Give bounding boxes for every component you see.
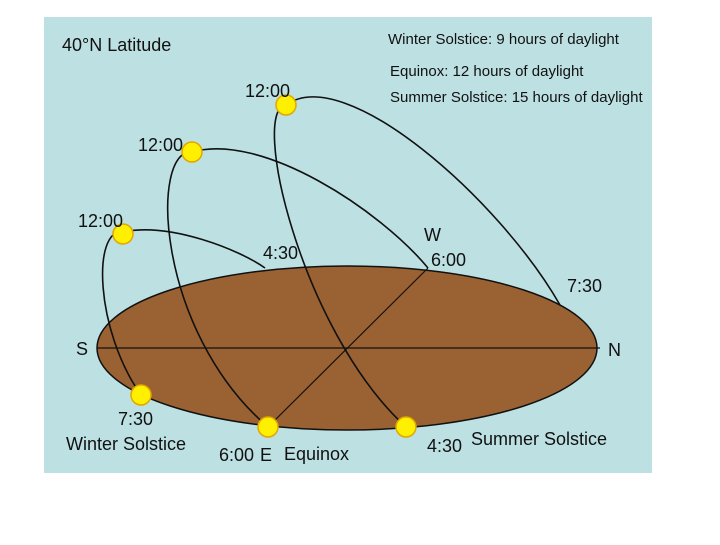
- time-label: 4:30: [427, 436, 462, 456]
- time-label: 6:00: [431, 250, 466, 270]
- sun: [130, 384, 152, 406]
- compass-label: E: [260, 445, 272, 465]
- path-name: Winter Solstice: [66, 434, 186, 454]
- sun: [257, 416, 279, 438]
- time-label: 7:30: [118, 409, 153, 429]
- legend-item: Summer Solstice: 15 hours of daylight: [390, 89, 643, 106]
- time-label: 12:00: [78, 211, 123, 231]
- sun: [112, 223, 134, 245]
- title: 40°N Latitude: [62, 35, 171, 55]
- compass-label: S: [76, 339, 88, 359]
- compass-label: N: [608, 340, 621, 360]
- time-label: 12:00: [245, 81, 290, 101]
- sun: [275, 94, 297, 116]
- path-name: Summer Solstice: [471, 429, 607, 449]
- time-label: 12:00: [138, 135, 183, 155]
- legend-item: Equinox: 12 hours of daylight: [390, 63, 584, 80]
- east-west-line: [267, 267, 429, 428]
- sun: [395, 416, 417, 438]
- time-label: 6:00: [219, 445, 254, 465]
- compass-label: W: [424, 225, 441, 245]
- time-label: 4:30: [263, 243, 298, 263]
- legend-item: Winter Solstice: 9 hours of daylight: [388, 31, 620, 48]
- time-label: 7:30: [567, 276, 602, 296]
- sun: [181, 141, 203, 163]
- path-name: Equinox: [284, 444, 349, 464]
